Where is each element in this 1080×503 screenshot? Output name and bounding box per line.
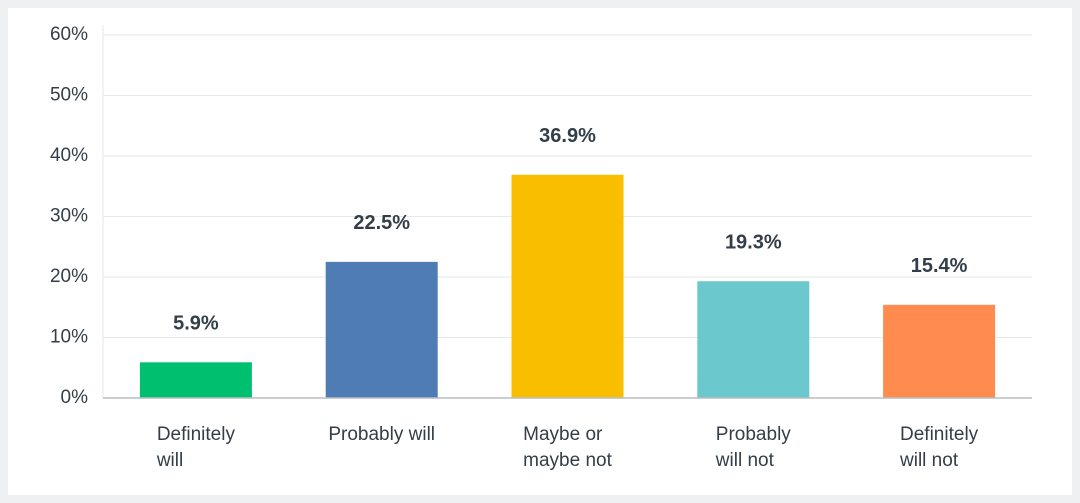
bar [325,261,438,398]
x-tick-label: Maybe or maybe not [523,424,612,471]
y-tick-label: 30% [50,206,88,227]
value-label: 15.4% [911,255,968,277]
value-label: 36.9% [539,125,596,147]
value-label: 22.5% [353,212,410,234]
bar [139,362,252,398]
y-tick-label: 0% [61,387,89,408]
y-tick-label: 10% [50,327,88,348]
y-tick-label: 20% [50,266,88,287]
bar [511,174,624,398]
bar [697,281,810,398]
y-tick-label: 50% [50,85,88,106]
y-tick-label: 60% [50,24,88,45]
bar [883,304,996,398]
x-tick-label: Definitely will not [900,424,979,471]
y-tick-label: 40% [50,145,88,166]
x-tick-label: Probably will [328,424,436,445]
x-tick-label: Definitely will [156,424,235,471]
value-label: 5.9% [173,313,219,335]
x-tick-label: Probably will not [715,424,791,471]
value-label: 19.3% [725,232,782,254]
